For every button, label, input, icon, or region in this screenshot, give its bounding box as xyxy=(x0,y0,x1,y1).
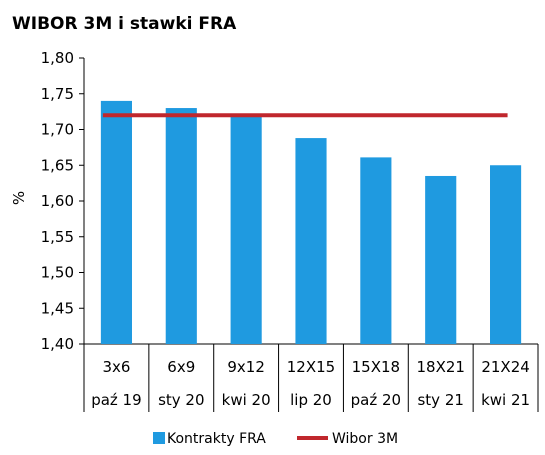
x-category-sublabel: kwi 21 xyxy=(481,391,530,409)
legend-swatch-kontrakty-fra xyxy=(153,432,165,444)
y-tick-label: 1,50 xyxy=(41,264,74,282)
bar-kontrakty-fra xyxy=(360,157,392,344)
bar-kontrakty-fra xyxy=(100,100,132,345)
y-tick-label: 1,40 xyxy=(41,335,74,353)
x-category-label: 18X21 xyxy=(416,358,464,376)
x-category-label: 21X24 xyxy=(481,358,529,376)
x-category-label: 9x12 xyxy=(227,358,265,376)
y-tick-label: 1,75 xyxy=(41,85,74,103)
x-category-label: 6x9 xyxy=(167,358,195,376)
y-tick-label: 1,60 xyxy=(41,192,74,210)
legend-label-wibor-3m: Wibor 3M xyxy=(332,431,398,447)
legend-label-kontrakty-fra: Kontrakty FRA xyxy=(167,431,266,447)
legend: Kontrakty FRA Wibor 3M xyxy=(153,431,398,447)
y-axis-label: % xyxy=(10,191,28,205)
bar-kontrakty-fra xyxy=(165,108,197,344)
x-category-sublabel: kwi 20 xyxy=(222,391,271,409)
y-tick-label: 1,70 xyxy=(41,121,74,139)
y-tick-label: 1,55 xyxy=(41,228,74,246)
x-category-sublabel: paź 19 xyxy=(91,391,141,409)
x-category-sublabel: sty 20 xyxy=(158,391,204,409)
x-category-sublabel: paź 20 xyxy=(351,391,401,409)
y-tick-label: 1,45 xyxy=(41,299,74,317)
bar-kontrakty-fra xyxy=(425,175,457,344)
chart-title: WIBOR 3M i stawki FRA xyxy=(12,14,237,34)
y-tick-label: 1,65 xyxy=(41,156,74,174)
x-category-label: 15X18 xyxy=(352,358,400,376)
bar-kontrakty-fra xyxy=(230,115,262,344)
y-tick-label: 1,80 xyxy=(41,49,74,67)
x-category-sublabel: sty 21 xyxy=(417,391,463,409)
bar-kontrakty-fra xyxy=(490,165,522,344)
x-category-label: 12X15 xyxy=(287,358,335,376)
x-category-sublabel: lip 20 xyxy=(290,391,332,409)
bar-kontrakty-fra xyxy=(295,138,327,344)
x-category-label: 3x6 xyxy=(102,358,130,376)
plot-area: 1,40 1,45 1,50 1,55 1,60 1,65 1,70 1,75 1,80 3x6 p… xyxy=(41,49,539,412)
